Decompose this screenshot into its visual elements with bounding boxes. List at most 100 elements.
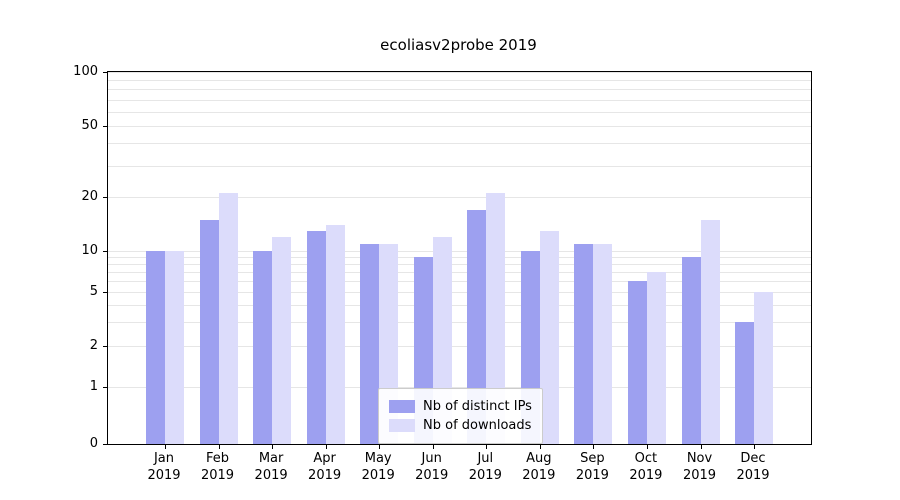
bar-distinct-ips [467,209,487,444]
x-tick-label: May 2019 [343,450,413,484]
x-tick-year: 2019 [468,468,502,483]
legend: Nb of distinct IPs Nb of downloads [378,388,543,444]
gridline [108,165,811,167]
gridline [108,111,811,113]
gridline [108,80,811,82]
y-tick-label: 5 [89,283,98,299]
x-tick-mark [593,445,595,449]
y-tick-mark [103,72,107,73]
x-tick-month: Aug [526,451,552,466]
bar-distinct-ips [627,281,647,444]
x-tick-year: 2019 [361,468,395,483]
bar-downloads [700,219,720,444]
bar-downloads [539,230,559,444]
y-tick-mark [103,291,107,293]
bar-distinct-ips [360,243,380,444]
x-tick-month: Jun [421,451,442,466]
legend-item: Nb of downloads [389,418,532,433]
x-tick-year: 2019 [522,468,556,483]
gridline [108,143,811,145]
gridline [108,272,811,274]
x-tick-mark [539,445,541,449]
y-tick-mark [103,197,107,199]
x-tick-month: May [364,451,392,466]
bar-distinct-ips [253,251,273,444]
gridline [108,99,811,101]
bar-downloads [593,243,613,444]
bar-distinct-ips [681,257,701,444]
x-tick-label: Mar 2019 [236,450,306,484]
bar-distinct-ips [146,251,165,444]
x-tick-mark [165,445,166,449]
legend-swatch [389,419,415,432]
y-tick-mark [103,125,107,127]
legend-label: Nb of distinct IPs [423,399,532,414]
y-tick-label: 0 [89,436,98,451]
bar-downloads [272,236,292,444]
gridline [108,257,811,259]
gridline [108,89,811,91]
x-tick-mark [218,445,220,449]
x-tick-mark [700,445,702,449]
y-tick-label: 100 [73,64,98,79]
gridline [108,291,811,293]
y-tick-label: 10 [81,243,98,258]
gridline [108,346,811,348]
gridline [108,387,811,388]
x-tick-label: Nov 2019 [665,450,735,484]
x-tick-mark [646,445,648,449]
x-tick-label: Dec 2019 [718,450,788,484]
x-tick-year: 2019 [575,468,609,483]
x-tick-label: Oct 2019 [611,450,681,484]
y-tick-label: 50 [81,117,98,133]
y-tick-mark [103,346,107,348]
y-tick-mark [103,444,107,445]
gridline [108,305,811,307]
y-tick-mark [103,387,107,388]
x-tick-mark [272,445,274,449]
y-tick-mark [103,251,107,252]
plot-area: Nb of distinct IPs Nb of downloads [103,71,812,449]
x-tick-month: Jan [153,451,175,466]
legend-item: Nb of distinct IPs [389,399,532,414]
x-tick-year: 2019 [415,468,449,483]
x-tick-year: 2019 [254,468,288,483]
bar-downloads [325,224,345,444]
x-tick-label: Feb 2019 [183,450,253,484]
bar-distinct-ips [199,219,219,444]
gridline [108,281,811,283]
x-tick-year: 2019 [682,468,717,483]
legend-swatch [389,400,415,413]
x-tick-label: Aug 2019 [504,450,574,484]
x-tick-year: 2019 [736,468,770,483]
gridline [108,264,811,266]
x-tick-month: Feb [205,451,230,466]
x-tick-month: Mar [258,451,284,466]
x-tick-month: Oct [634,451,658,466]
x-tick-label: Jul 2019 [450,450,520,484]
x-tick-label: Apr 2019 [290,450,360,484]
x-tick-mark [379,445,381,449]
x-tick-month: Nov [686,451,713,466]
x-tick-year: 2019 [200,468,235,483]
y-tick-label: 1 [89,379,98,394]
x-tick-month: Dec [740,451,766,466]
gridline [108,322,811,324]
bar-distinct-ips [574,243,594,444]
bar-downloads [646,272,666,444]
gridline [108,197,811,199]
legend-label: Nb of downloads [423,418,532,433]
gridline [108,251,811,252]
gridline [108,72,811,73]
bar-downloads [754,291,773,444]
x-tick-label: Jan 2019 [129,450,199,484]
x-tick-year: 2019 [629,468,663,483]
x-tick-mark [325,445,327,449]
bar-downloads [486,193,506,444]
x-tick-month: Jul [477,451,494,466]
y-tick-label: 20 [81,189,98,205]
chart-title: ecoliasv2probe 2019 [380,36,537,54]
bar-distinct-ips [735,322,754,444]
bar-downloads [218,193,238,444]
